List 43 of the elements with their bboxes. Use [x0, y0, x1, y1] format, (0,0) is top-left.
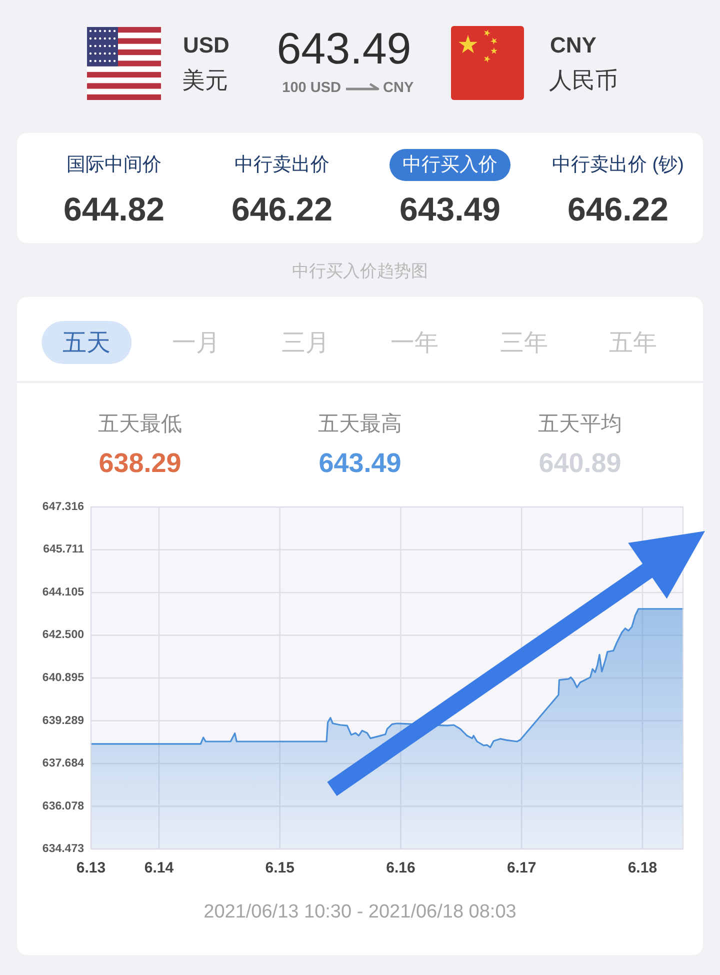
x-tick-label: 6.17 [506, 860, 536, 876]
category-label: 三年 [500, 330, 548, 356]
category-label: 一月 [172, 330, 220, 356]
text: 人民币 [549, 67, 618, 93]
y-tick-label: 634.473 [42, 843, 84, 855]
text: 100 USD [282, 80, 341, 96]
category-label: 国际中间价 [66, 154, 162, 176]
data-label: 646.22 [232, 190, 332, 228]
y-tick-label: 637.684 [42, 757, 85, 770]
y-tick-label: 636.078 [42, 800, 85, 812]
category-label: 中行卖出价 [234, 154, 330, 176]
data-label: 643.49 [400, 190, 500, 228]
x-tick-label: 6.16 [386, 860, 416, 876]
y-tick-label: 640.895 [42, 672, 85, 684]
category-label: 五天最高 [318, 412, 402, 436]
category-label: 五天平均 [538, 412, 622, 436]
category-label: 中行买入价 [402, 154, 498, 176]
data-label: 643.49 [318, 448, 402, 478]
text: 美元 [182, 67, 228, 93]
text: USD [183, 32, 230, 58]
y-tick-label: 647.316 [42, 501, 84, 513]
data-label: 644.82 [64, 190, 164, 228]
y-tick-label: 639.289 [42, 714, 84, 727]
category-label: 中行卖出价 (钞) [552, 154, 684, 176]
y-tick-label: 645.711 [43, 544, 85, 556]
text: 643.49 [276, 24, 412, 74]
x-tick-label: 6.18 [628, 860, 658, 876]
category-label: 一年 [390, 330, 439, 356]
data-label: 646.22 [568, 190, 668, 228]
y-tick-label: 644.105 [42, 586, 85, 599]
text: CNY [383, 80, 414, 96]
text: CNY [550, 32, 597, 58]
x-tick-label: 6.14 [144, 860, 174, 876]
data-label: 638.29 [98, 448, 182, 478]
text: 2021/06/13 10:30 - 2021/06/18 08:03 [204, 902, 516, 922]
x-tick-label: 6.15 [265, 860, 294, 876]
x-tick-label: 6.13 [76, 860, 106, 876]
category-label: 三月 [281, 330, 330, 356]
y-tick-label: 642.500 [42, 629, 84, 642]
category-label: 五年 [609, 330, 658, 356]
category-label: 五天 [62, 330, 111, 356]
category-label: 五天最低 [98, 412, 182, 436]
chart-title: 中行买入价趋势图 [292, 262, 428, 280]
